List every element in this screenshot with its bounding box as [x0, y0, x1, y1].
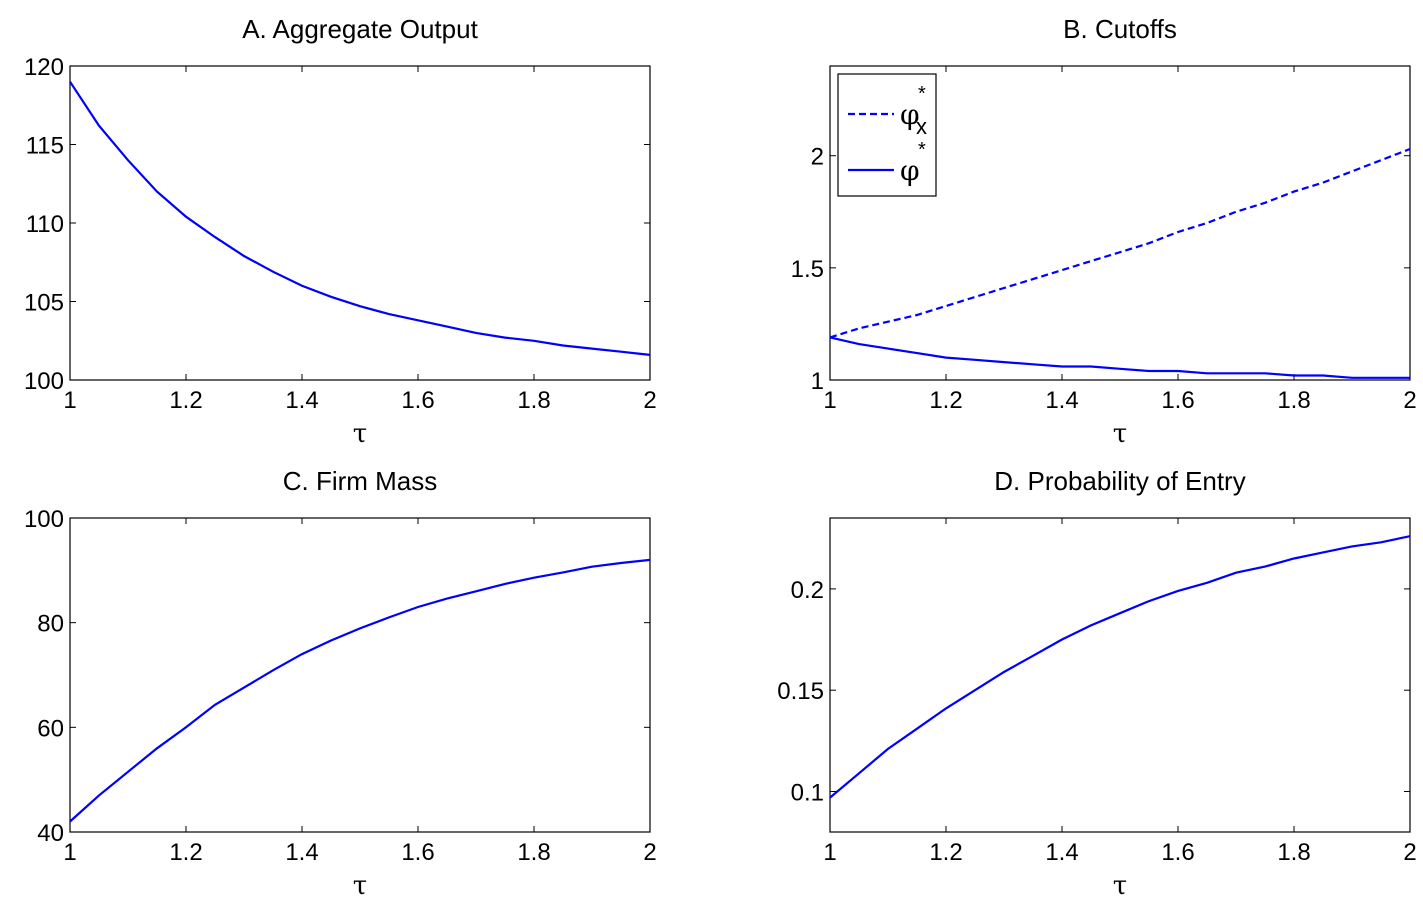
chart-c-panel: C. Firm Mass 1 1.2 1.4 1.6 1.8 2 40 60 80 100 τ: [24, 466, 657, 901]
chart-b-ytick-label: 1: [811, 368, 824, 395]
chart-d-series-solid-line: [829, 535, 1411, 799]
chart-c-xtick-label: 1.8: [517, 839, 550, 866]
chart-a-ytick-label: 120: [24, 54, 64, 81]
chart-b-xtick-label: 2: [1403, 387, 1416, 414]
chart-d-ytick-label: 0.15: [777, 678, 824, 705]
chart-d-xtick-label: 1: [823, 839, 836, 866]
chart-c-title: C. Firm Mass: [283, 466, 438, 496]
chart-a-xtick-label: 1.2: [169, 387, 202, 414]
chart-a-xtick-label: 2: [643, 387, 656, 414]
chart-a-xtick-label: 1.8: [517, 387, 550, 414]
chart-b-legend-superscript: *: [918, 139, 926, 161]
chart-a-ytick-label: 115: [26, 133, 64, 160]
chart-c-ytick-label: 100: [24, 506, 64, 533]
chart-c-xtick-label: 1.6: [401, 839, 434, 866]
chart-c-xtick-label: 1: [63, 839, 76, 866]
chart-c-axes-box: [69, 517, 651, 833]
chart-a-xtick-label: 1: [63, 387, 76, 414]
chart-c-ytick-label: 80: [37, 611, 64, 638]
chart-a-xlabel: τ: [353, 419, 367, 449]
chart-b-legend-subscript: x: [916, 114, 927, 139]
chart-c-xlabel: τ: [353, 871, 367, 901]
chart-d-axes-box: [829, 517, 1411, 833]
chart-c-xtick-label: 2: [643, 839, 656, 866]
chart-d-xtick-label: 1.2: [929, 839, 962, 866]
chart-b-series-dashed-line: [829, 147, 1411, 339]
chart-c-ytick-label: 60: [37, 715, 64, 742]
chart-d-ytick-label: 0.2: [791, 577, 824, 604]
chart-b-xtick-label: 1.6: [1161, 387, 1194, 414]
chart-a-series-solid-line: [69, 81, 651, 356]
chart-b-title: B. Cutoffs: [1063, 14, 1177, 44]
chart-a-axes-box: [69, 65, 651, 381]
chart-a-panel: A. Aggregate Output 1 1.2 1.4 1.6 1.8 2 100 105 1…: [24, 14, 657, 449]
chart-a-ytick-label: 110: [26, 211, 64, 238]
chart-d-xtick-label: 1.4: [1045, 839, 1078, 866]
chart-b-legend-symbol: φ: [900, 98, 920, 131]
chart-d-xlabel: τ: [1113, 871, 1127, 901]
chart-d-ytick-label: 0.1: [791, 779, 824, 806]
chart-d-xtick-label: 1.6: [1161, 839, 1194, 866]
chart-b-ytick-label: 1.5: [791, 256, 824, 283]
chart-b-series-solid-line: [829, 336, 1410, 379]
chart-d-title: D. Probability of Entry: [994, 466, 1245, 496]
chart-b-legend-superscript: *: [918, 83, 926, 105]
chart-b-xlabel: τ: [1113, 419, 1127, 449]
chart-a-ytick-label: 105: [24, 290, 64, 317]
chart-b-xtick-label: 1.2: [929, 387, 962, 414]
chart-b-ytick-label: 2: [811, 144, 824, 171]
chart-c-ytick-label: 40: [37, 820, 64, 847]
chart-a-title: A. Aggregate Output: [242, 14, 478, 44]
chart-d-xtick-label: 2: [1403, 839, 1416, 866]
chart-c-xtick-label: 1.4: [285, 839, 318, 866]
chart-a-ytick-label: 100: [24, 368, 64, 395]
chart-c-xtick-label: 1.2: [169, 839, 202, 866]
chart-b-legend-box: [837, 73, 937, 197]
chart-b-legend-symbol: φ: [900, 154, 920, 187]
chart-b-xtick-label: 1: [823, 387, 836, 414]
chart-a-xtick-label: 1.4: [285, 387, 318, 414]
chart-d-xtick-label: 1.8: [1277, 839, 1310, 866]
chart-b-xtick-label: 1.4: [1045, 387, 1078, 414]
chart-b-xtick-label: 1.8: [1277, 387, 1310, 414]
chart-d-panel: D. Probability of Entry 1 1.2 1.4 1.6 1.8 2 0.1…: [777, 466, 1416, 901]
chart-b-legend: φ*xφ*: [837, 73, 937, 197]
chart-a-xtick-label: 1.6: [401, 387, 434, 414]
chart-c-series-solid-line: [69, 558, 651, 823]
